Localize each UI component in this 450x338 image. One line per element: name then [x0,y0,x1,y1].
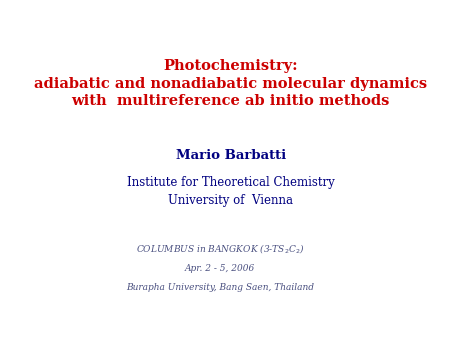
Text: COLUMBUS in BANGKOK (3-TS$_2$C$_2$): COLUMBUS in BANGKOK (3-TS$_2$C$_2$) [136,242,305,255]
Text: Apr. 2 - 5, 2006: Apr. 2 - 5, 2006 [185,264,255,273]
Text: Photochemistry:
adiabatic and nonadiabatic molecular dynamics
with  multireferen: Photochemistry: adiabatic and nonadiabat… [34,59,427,108]
Text: Institute for Theoretical Chemistry
University of  Vienna: Institute for Theoretical Chemistry Univ… [127,176,334,207]
Text: Burapha University, Bang Saen, Thailand: Burapha University, Bang Saen, Thailand [126,283,314,292]
Text: Mario Barbatti: Mario Barbatti [176,149,286,162]
